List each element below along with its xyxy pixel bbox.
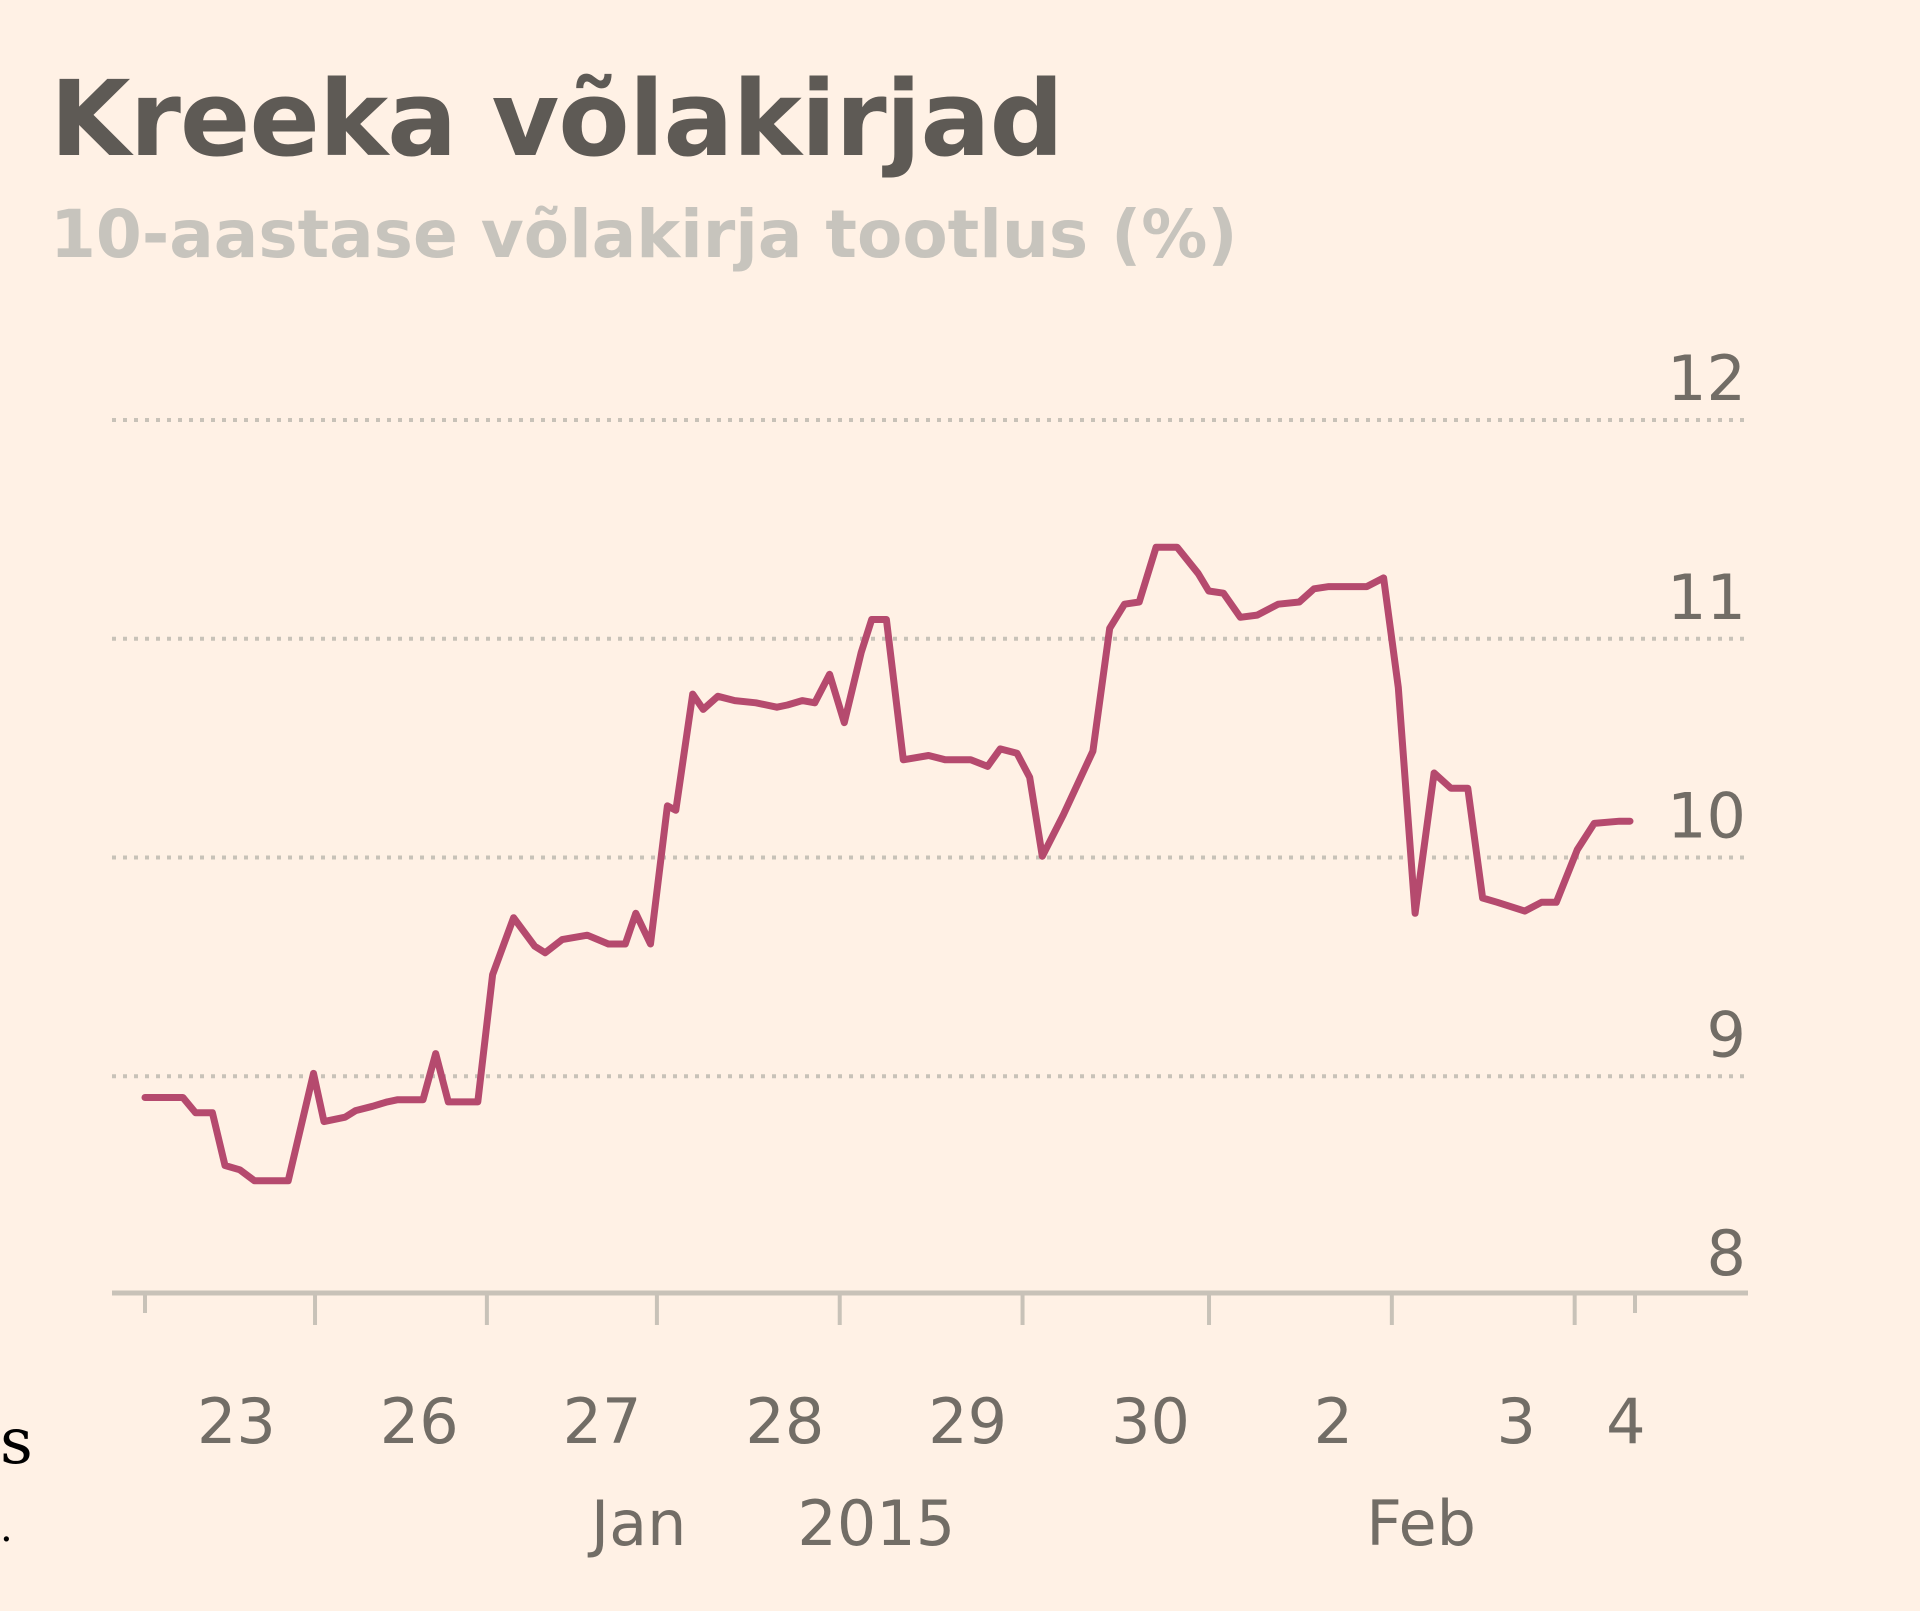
x-tick-label-28: 28 xyxy=(745,1385,824,1458)
x-period-label-2015: 2015 xyxy=(797,1487,955,1560)
chart-title: Kreeka võlakirjad xyxy=(50,58,1064,180)
x-tick-label-23: 23 xyxy=(197,1385,276,1458)
y-axis-labels: 8 9 10 11 12 xyxy=(1667,342,1746,1290)
x-tick-label-3: 3 xyxy=(1496,1385,1535,1458)
x-tick-label-27: 27 xyxy=(563,1385,642,1458)
y-tick-label-12: 12 xyxy=(1667,342,1746,415)
series-layer xyxy=(141,543,1634,1185)
chart-subtitle: 10-aastase võlakirja tootlus (%) xyxy=(50,196,1238,273)
y-tick-label-11: 11 xyxy=(1667,561,1746,634)
cropped-text-fragment: s xyxy=(0,1405,33,1479)
y-tick-label-9: 9 xyxy=(1707,998,1746,1071)
x-period-label-Jan: Jan xyxy=(587,1487,687,1560)
series-line-0 xyxy=(141,543,1634,1185)
gridlines xyxy=(112,418,1748,1079)
x-tick-label-29: 29 xyxy=(928,1385,1007,1458)
x-tick-label-4: 4 xyxy=(1606,1385,1645,1458)
x-tick-label-2: 2 xyxy=(1314,1385,1353,1458)
y-tick-label-8: 8 xyxy=(1707,1217,1746,1290)
x-tick-label-30: 30 xyxy=(1111,1385,1190,1458)
cropped-text-dot: . xyxy=(0,1505,13,1551)
x-tick-label-26: 26 xyxy=(380,1385,459,1458)
x-period-label-Feb: Feb xyxy=(1366,1487,1476,1560)
x-axis xyxy=(112,1290,1748,1325)
y-tick-label-10: 10 xyxy=(1667,780,1746,853)
